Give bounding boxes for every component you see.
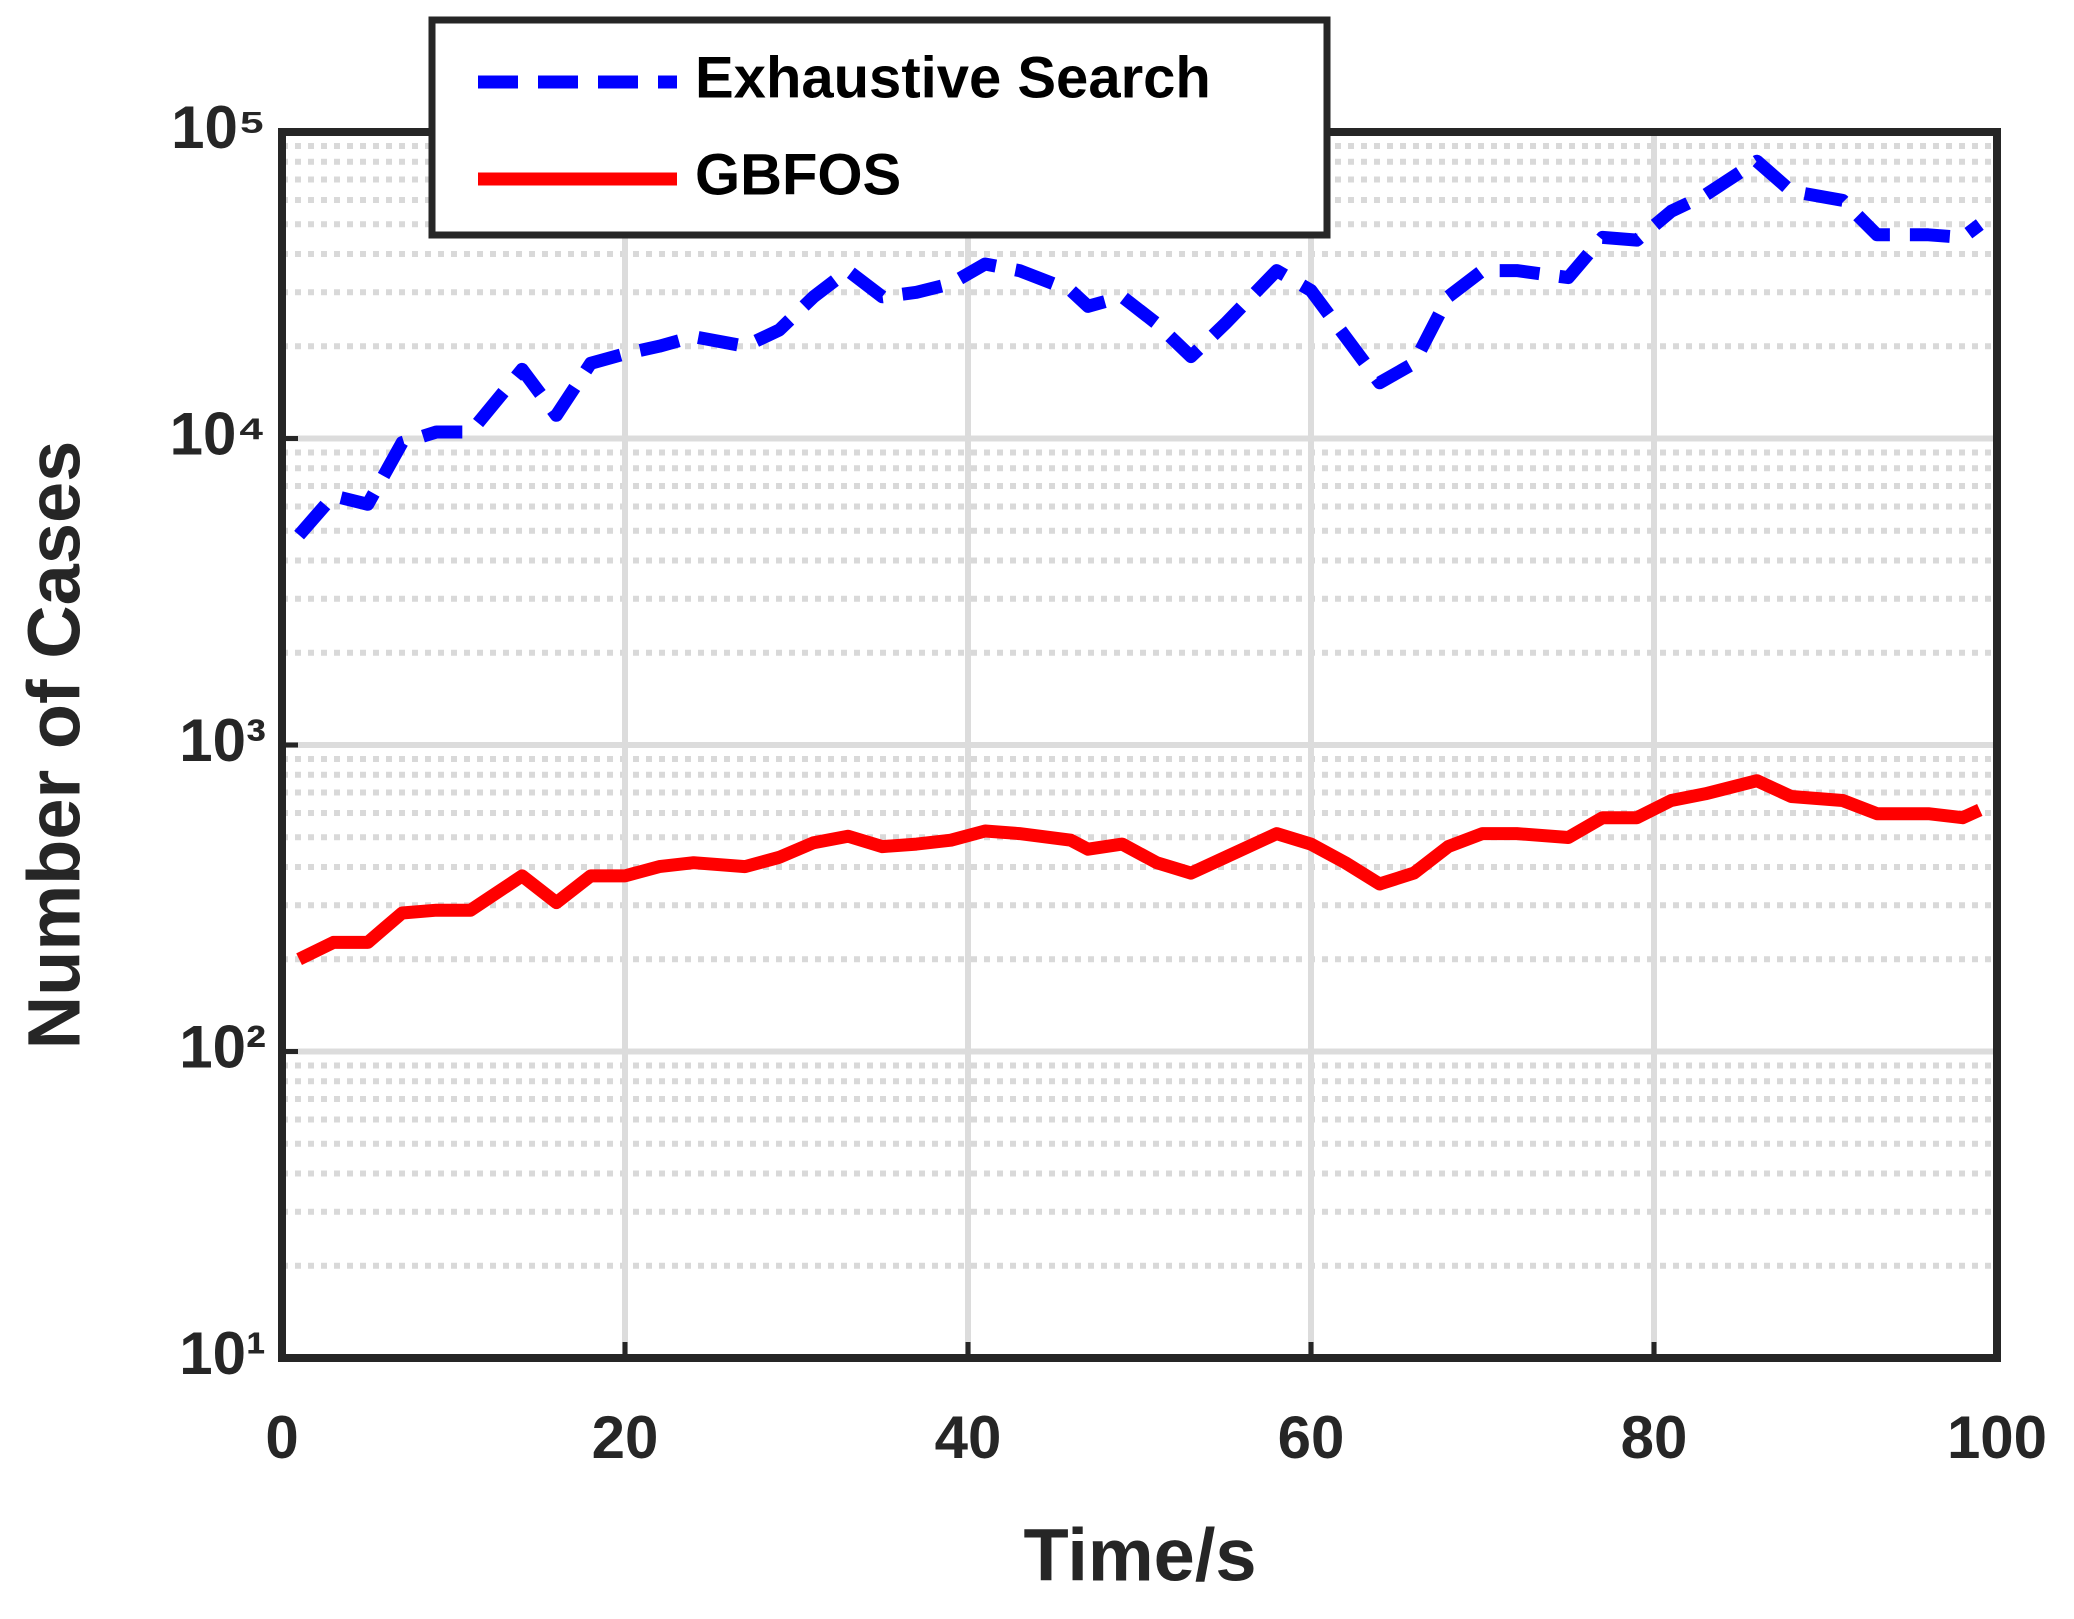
x-tick-label: 100 bbox=[1947, 1404, 2047, 1471]
series-line bbox=[294, 154, 1984, 540]
x-axis-label: Time/s bbox=[1023, 1514, 1256, 1597]
legend-box bbox=[428, 16, 1331, 239]
legend-label: Exhaustive Search bbox=[695, 45, 1211, 110]
y-tick-label: 10⁵ bbox=[171, 94, 266, 161]
x-tick-label: 40 bbox=[935, 1404, 1002, 1471]
y-tick-label: 10¹ bbox=[179, 1320, 266, 1387]
y-tick-label: 10⁴ bbox=[170, 400, 266, 467]
x-tick-label: 20 bbox=[592, 1404, 659, 1471]
x-tick-label: 0 bbox=[265, 1404, 298, 1471]
y-tick-label: 10³ bbox=[179, 707, 266, 774]
legend-label: GBFOS bbox=[695, 142, 901, 207]
x-tick-label: 60 bbox=[1278, 1404, 1345, 1471]
y-axis-label: Number of Cases bbox=[13, 441, 96, 1050]
x-tick-label: 80 bbox=[1621, 1404, 1688, 1471]
series-line bbox=[296, 774, 1983, 966]
y-tick-label: 10² bbox=[179, 1013, 266, 1080]
legend: Exhaustive Search GBFOS bbox=[428, 16, 1331, 239]
